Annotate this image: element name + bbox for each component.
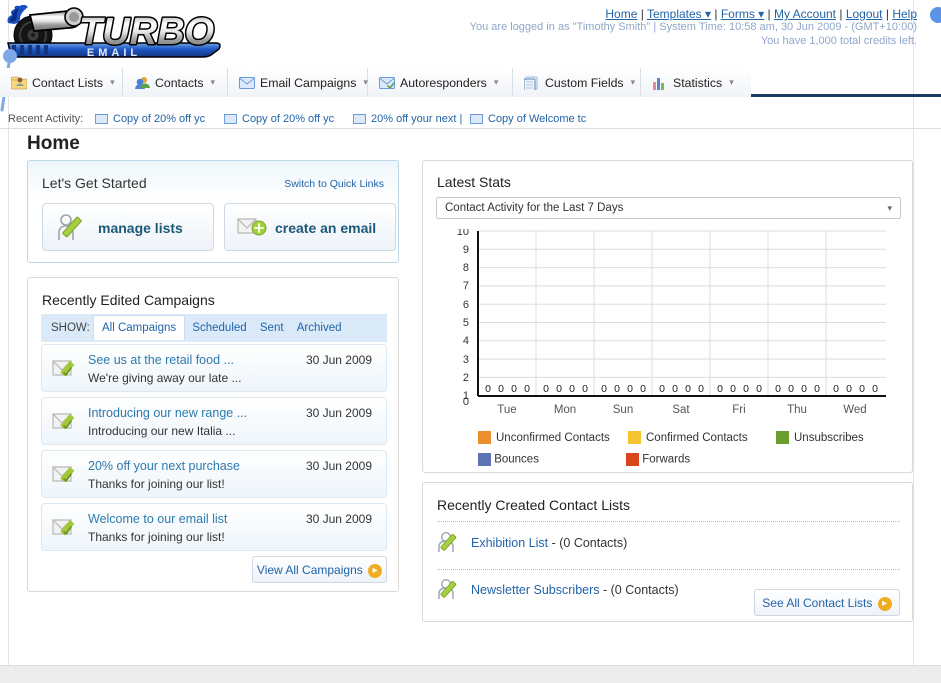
svg-text:0: 0 [859,383,865,395]
svg-text:0: 0 [833,383,839,395]
svg-text:Wed: Wed [843,404,866,416]
svg-text:0: 0 [756,383,762,395]
svg-text:0: 0 [524,383,530,395]
svg-text:0: 0 [846,383,852,395]
svg-text:4: 4 [463,335,469,347]
svg-text:0: 0 [614,383,620,395]
svg-text:Tue: Tue [497,404,516,416]
svg-text:0: 0 [569,383,575,395]
svg-text:Sat: Sat [672,404,690,416]
svg-text:3: 3 [463,354,469,366]
svg-text:5: 5 [463,317,469,329]
svg-text:Unconfirmed Contacts: Unconfirmed Contacts [496,432,610,444]
svg-text:Thu: Thu [787,404,807,416]
svg-text:6: 6 [463,299,469,311]
svg-text:0: 0 [601,383,607,395]
svg-text:0: 0 [814,383,820,395]
svg-text:0: 0 [582,383,588,395]
svg-text:0: 0 [543,383,549,395]
svg-text:0: 0 [698,383,704,395]
svg-text:Fri: Fri [732,404,745,416]
svg-text:0: 0 [872,383,878,395]
svg-text:0: 0 [801,383,807,395]
svg-text:0: 0 [672,383,678,395]
svg-text:0: 0 [775,383,781,395]
svg-text:0: 0 [659,383,665,395]
svg-text:0: 0 [498,383,504,395]
svg-text:0: 0 [556,383,562,395]
svg-text:7: 7 [463,280,469,292]
svg-text:0: 0 [743,383,749,395]
svg-text:Confirmed Contacts: Confirmed Contacts [646,432,748,444]
svg-text:0: 0 [730,383,736,395]
svg-text:0: 0 [685,383,691,395]
svg-text:0: 0 [640,383,646,395]
svg-text:Mon: Mon [554,404,576,416]
svg-text:Unsubscribes: Unsubscribes [794,432,864,444]
svg-text:2: 2 [463,372,469,384]
svg-text:0: 0 [717,383,723,395]
svg-text:0: 0 [627,383,633,395]
svg-text:10: 10 [457,229,469,238]
svg-text:0: 0 [463,396,469,408]
svg-text:Sun: Sun [613,404,633,416]
svg-text:0: 0 [485,383,491,395]
svg-text:0: 0 [511,383,517,395]
svg-text:8: 8 [463,262,469,274]
svg-text:9: 9 [463,244,469,256]
svg-text:TURBO: TURBO [79,11,214,53]
svg-text:0: 0 [788,383,794,395]
